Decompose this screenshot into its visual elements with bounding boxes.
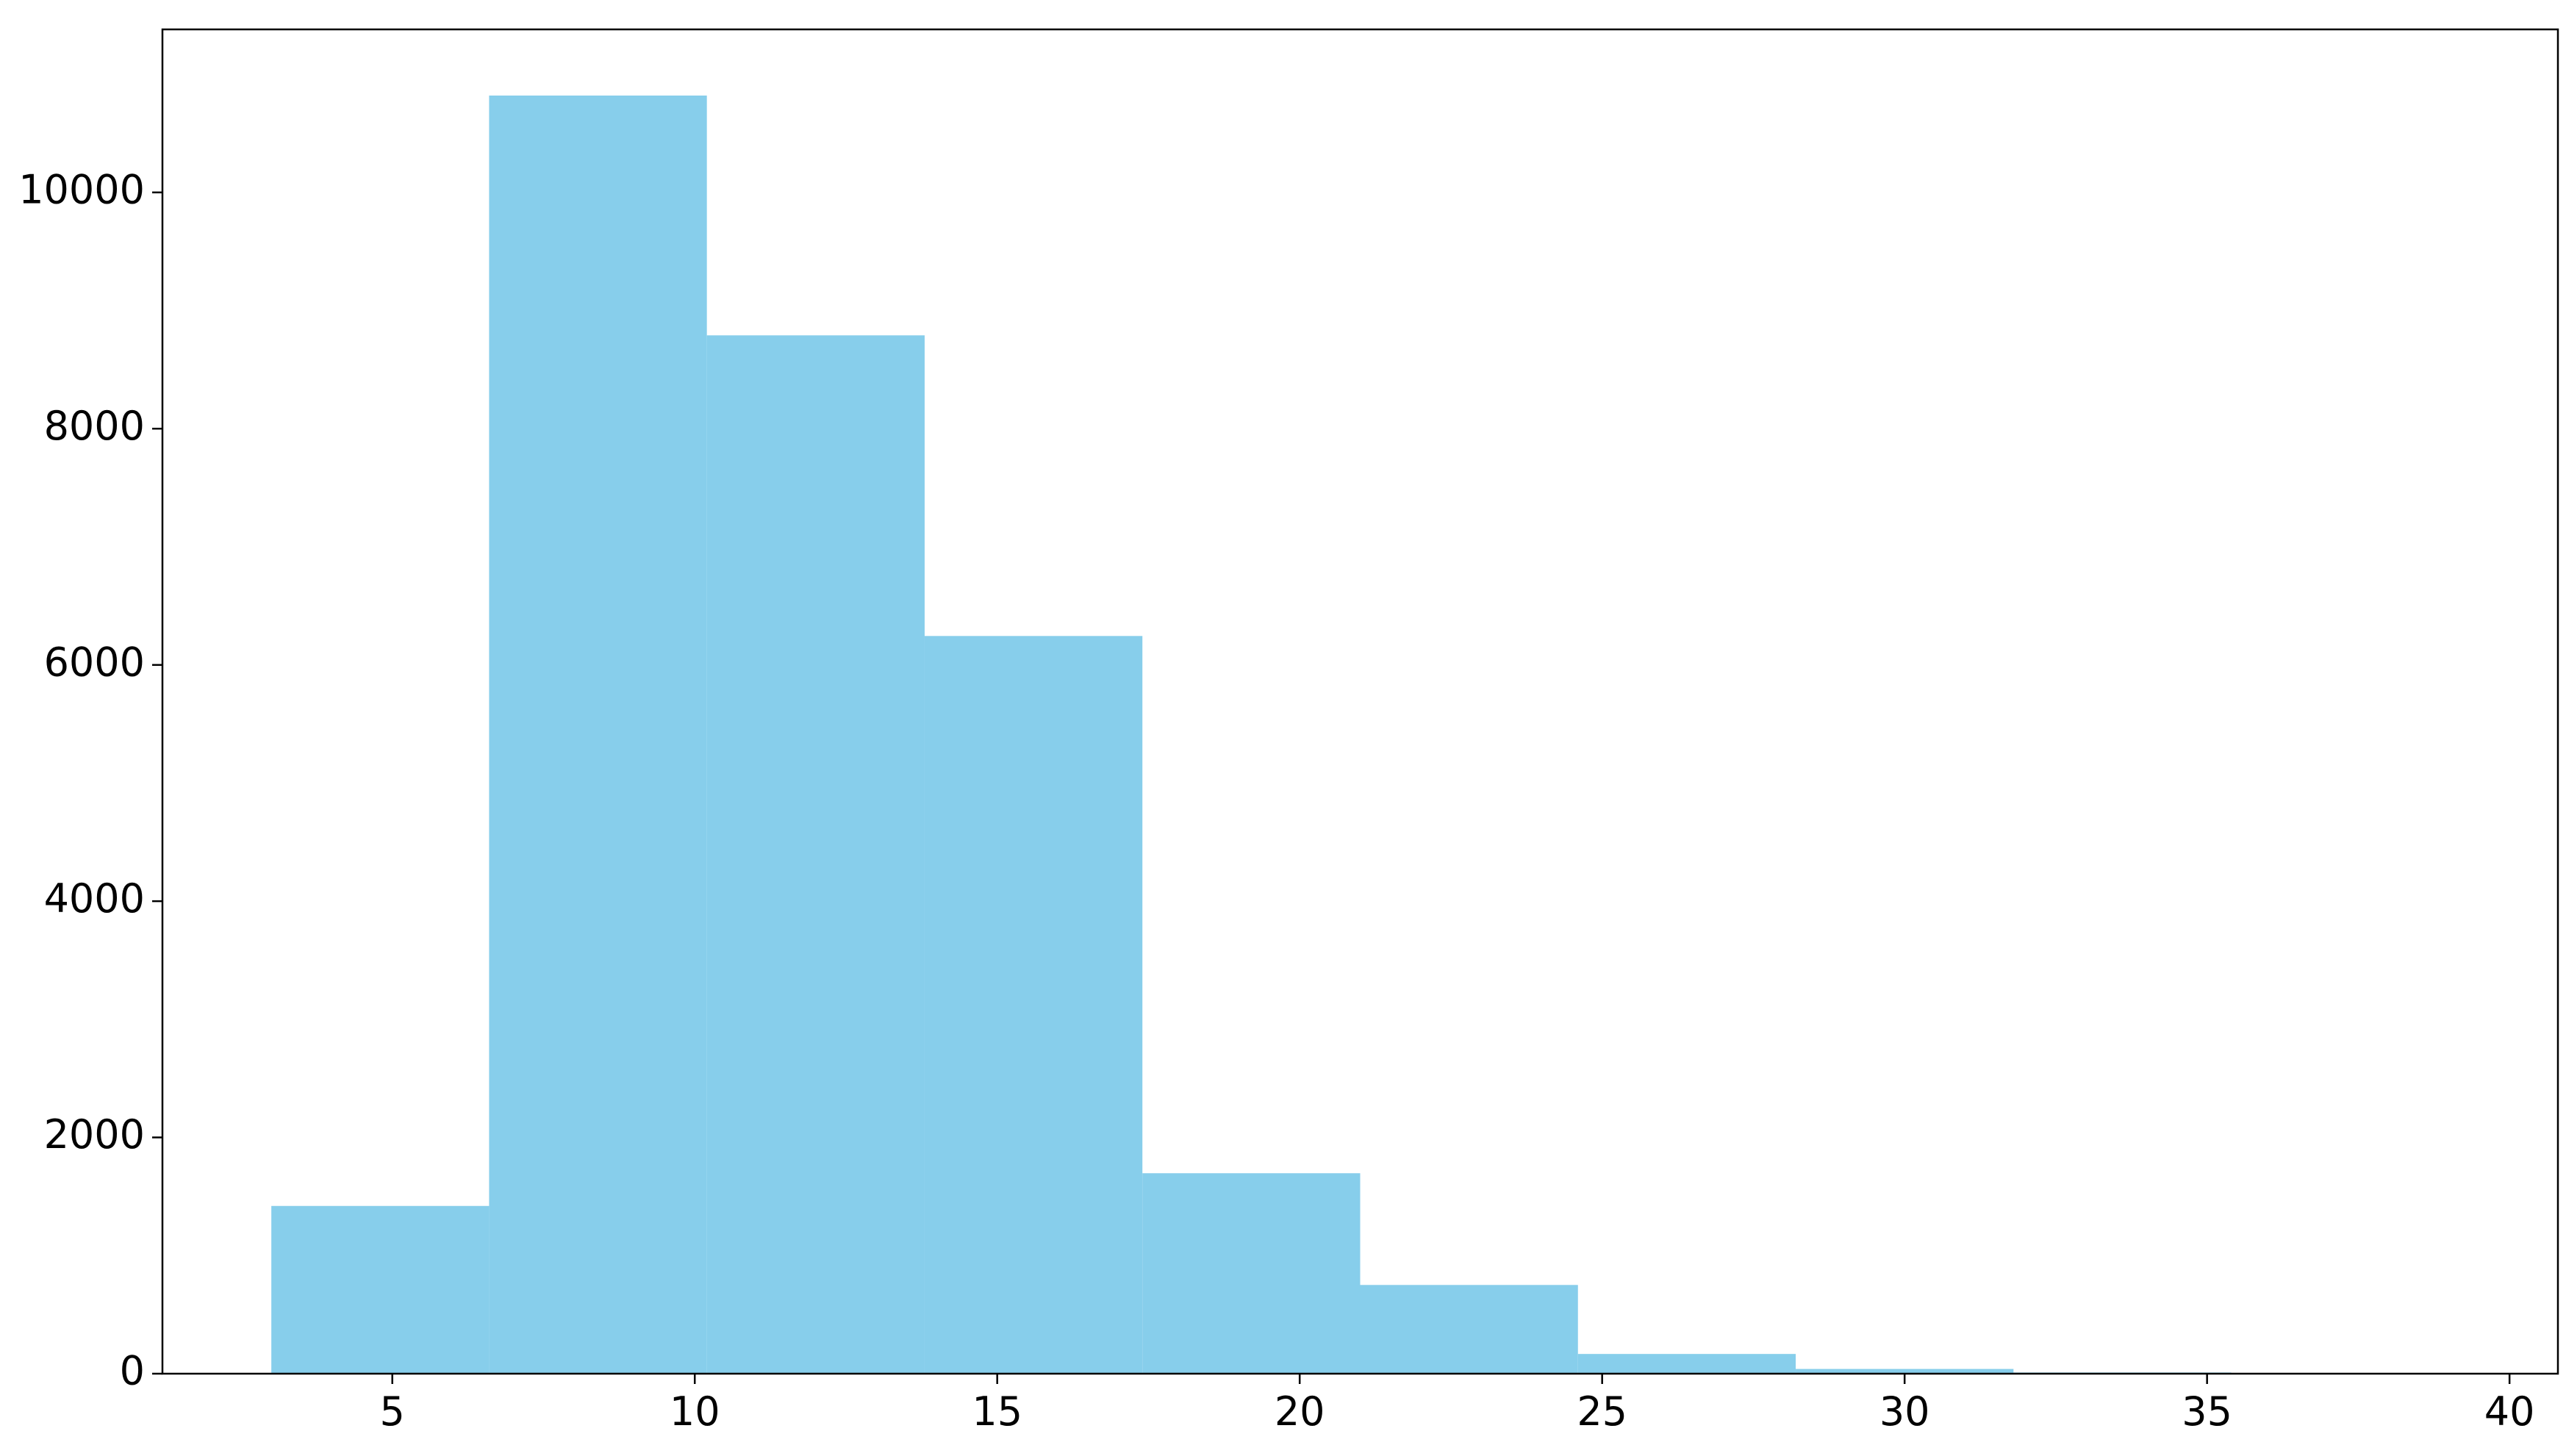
y-tick-label: 4000 bbox=[44, 875, 145, 922]
y-tick-label: 2000 bbox=[44, 1111, 145, 1158]
x-tick-label: 40 bbox=[2484, 1388, 2535, 1435]
bar bbox=[1796, 1369, 2014, 1374]
x-tick-label: 30 bbox=[1879, 1388, 1930, 1435]
bar bbox=[706, 335, 925, 1374]
bar bbox=[1577, 1354, 1796, 1374]
bar bbox=[1360, 1285, 1578, 1374]
bar bbox=[271, 1205, 490, 1374]
y-tick-label: 6000 bbox=[44, 639, 145, 685]
x-tick-label: 25 bbox=[1577, 1388, 1627, 1435]
x-tick-label: 5 bbox=[380, 1388, 405, 1435]
y-tick-label: 8000 bbox=[44, 403, 145, 449]
y-tick-label: 0 bbox=[120, 1348, 145, 1394]
x-tick-label: 10 bbox=[670, 1388, 720, 1435]
plot-frame bbox=[161, 28, 2559, 1375]
bar bbox=[924, 636, 1143, 1374]
y-tick-label: 10000 bbox=[18, 166, 145, 212]
x-tick-label: 20 bbox=[1275, 1388, 1325, 1435]
x-tick-label: 35 bbox=[2182, 1388, 2232, 1435]
bar bbox=[489, 96, 707, 1374]
x-tick-label: 15 bbox=[972, 1388, 1022, 1435]
bar bbox=[1142, 1173, 1361, 1374]
